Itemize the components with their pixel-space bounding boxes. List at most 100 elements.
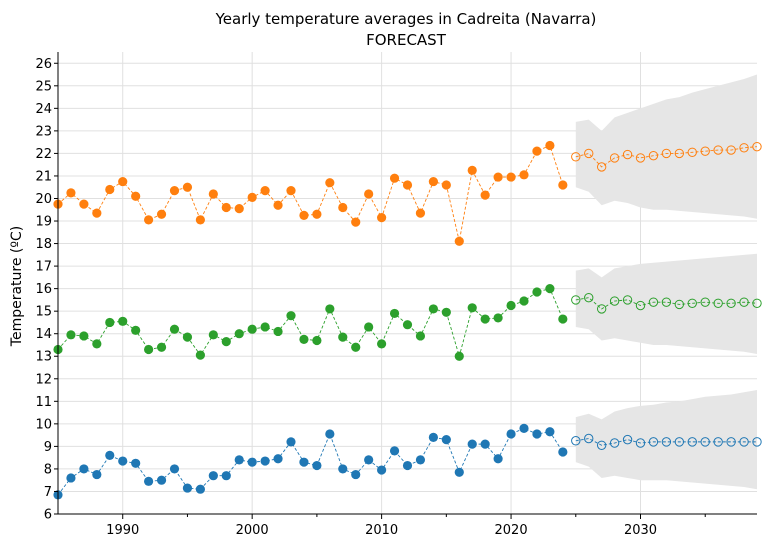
max-observed-point xyxy=(247,192,257,202)
mean-observed-point xyxy=(169,324,180,334)
grid-layer xyxy=(58,52,757,515)
max-observed-point xyxy=(182,182,193,192)
max-observed-point xyxy=(118,176,128,187)
min-observed-point xyxy=(156,475,167,485)
max-observed-point xyxy=(105,184,115,195)
mean-forecast-point xyxy=(713,298,723,308)
max-observed-point xyxy=(493,172,503,182)
min-forecast-point xyxy=(739,437,749,447)
x-tick-label: 1990 xyxy=(106,523,139,538)
mean-forecast-point xyxy=(622,295,633,305)
y-tick-label: 13 xyxy=(35,350,52,365)
y-tick-label: 22 xyxy=(35,147,52,162)
y-tick-label: 9 xyxy=(44,440,52,455)
max-observed-point xyxy=(169,186,180,196)
min-observed-point xyxy=(351,469,361,480)
max-forecast-point xyxy=(739,143,749,153)
chart-subtitle: FORECAST xyxy=(366,31,447,49)
min-forecast-point xyxy=(674,437,685,447)
max-observed-point xyxy=(286,186,296,196)
max-observed-point xyxy=(454,236,464,246)
max-observed-point xyxy=(532,146,542,156)
mean-observed-point xyxy=(195,350,205,360)
mean-observed-point xyxy=(389,308,400,319)
max-observed-point xyxy=(66,188,76,198)
max-observed-point xyxy=(558,180,568,190)
mean-observed-point xyxy=(519,296,529,306)
y-tick-label: 17 xyxy=(35,260,52,275)
mean-observed-point xyxy=(312,335,322,346)
mean-observed-line xyxy=(57,288,564,358)
mean-forecast-point xyxy=(571,295,581,305)
max-forecast-point xyxy=(648,150,659,161)
min-observed-point xyxy=(66,473,76,483)
y-tick-label: 12 xyxy=(35,372,52,387)
mean-observed-point xyxy=(92,339,102,349)
max-forecast-point xyxy=(661,148,672,159)
min-observed-point xyxy=(338,464,348,474)
y-tick-label: 15 xyxy=(35,305,52,320)
chart-title: Yearly temperature averages in Cadreita … xyxy=(215,10,597,28)
mean-observed-point xyxy=(208,330,218,340)
mean-observed-point xyxy=(247,324,257,334)
y-tick-label: 11 xyxy=(35,395,52,410)
max-observed-point xyxy=(402,180,413,190)
mean-observed-point xyxy=(131,325,141,335)
max-forecast-point xyxy=(622,149,633,160)
max-observed-point xyxy=(260,186,270,196)
mean-forecast-point xyxy=(635,300,646,311)
max-observed-point xyxy=(92,208,102,218)
min-observed-point xyxy=(118,456,128,466)
min-forecast-point xyxy=(571,436,581,446)
min-observed-point xyxy=(545,427,555,437)
min-observed-point xyxy=(131,458,141,468)
max-forecast-point xyxy=(674,148,685,159)
min-forecast-point xyxy=(648,437,659,447)
max-observed-point xyxy=(221,202,231,213)
min-observed-point xyxy=(169,464,180,474)
max-observed-point xyxy=(131,191,141,201)
max-observed-point xyxy=(480,190,490,200)
mean-observed-point xyxy=(532,287,542,297)
mean-forecast-point xyxy=(752,298,762,308)
mean-observed-point xyxy=(493,313,503,323)
mean-observed-point xyxy=(182,332,193,342)
mean-forecast-point xyxy=(596,304,607,314)
mean-observed-point xyxy=(545,284,555,294)
y-tick-label: 20 xyxy=(35,192,52,207)
min-forecast-point xyxy=(622,434,633,445)
min-observed-point xyxy=(389,446,400,456)
y-tick-label: 21 xyxy=(35,169,52,184)
x-tick-label: 2030 xyxy=(624,523,657,538)
max-observed-point xyxy=(441,180,451,190)
max-forecast-point xyxy=(584,148,594,159)
min-forecast-point xyxy=(635,438,646,448)
mean-observed-point xyxy=(338,332,348,342)
mean-observed-point xyxy=(480,314,490,324)
mean-observed-point xyxy=(118,316,128,326)
max-observed-point xyxy=(364,189,374,199)
min-observed-point xyxy=(364,455,374,465)
mean-observed-point xyxy=(221,336,231,347)
y-axis-label: Temperature (ºC) xyxy=(9,226,25,347)
max-observed-point xyxy=(234,204,244,214)
mean-observed-point xyxy=(299,334,309,344)
min-observed-point xyxy=(519,423,529,433)
y-tick-label: 6 xyxy=(44,508,52,523)
min-forecast-point xyxy=(752,437,762,447)
min-observed-point xyxy=(195,484,205,494)
y-tick-label: 14 xyxy=(35,327,52,342)
max-observed-point xyxy=(428,176,438,187)
mean-observed-point xyxy=(377,339,387,349)
min-forecast-point xyxy=(584,433,594,444)
min-observed-point xyxy=(558,447,568,457)
x-tick-label: 2010 xyxy=(365,523,398,538)
mean-observed-point xyxy=(273,326,283,337)
mean-confidence-band xyxy=(575,253,757,354)
min-observed-point xyxy=(260,456,270,466)
min-observed-point xyxy=(312,460,322,471)
y-tick-label: 16 xyxy=(35,282,52,297)
max-observed-point xyxy=(351,217,361,227)
min-observed-point xyxy=(415,455,426,465)
y-tick-label: 10 xyxy=(35,417,52,432)
